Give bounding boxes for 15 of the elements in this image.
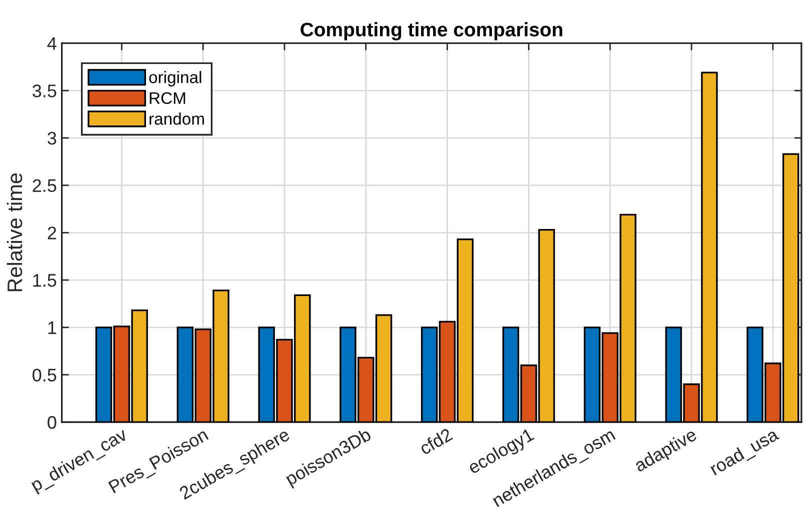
y-axis-title: Relative time <box>6 173 22 292</box>
y-tick-label: 1.5 <box>33 274 56 287</box>
y-tick-label: 1 <box>48 322 56 334</box>
y-tick-label: 3 <box>48 132 56 145</box>
legend-label: random <box>150 112 204 125</box>
x-tick-label: cfd2 <box>418 427 454 456</box>
y-tick-label: 2 <box>48 226 56 240</box>
y-tick-label: 2.5 <box>32 179 56 192</box>
legend-label: RCM <box>150 92 186 104</box>
y-tick-label: 0.5 <box>32 368 56 382</box>
y-tick-label: 4 <box>47 37 56 50</box>
legend-label: original <box>149 70 202 87</box>
y-tick-label: 3.5 <box>32 84 56 98</box>
chart-title: Computing time comparison <box>300 22 562 40</box>
y-tick-label: 0 <box>48 416 56 429</box>
